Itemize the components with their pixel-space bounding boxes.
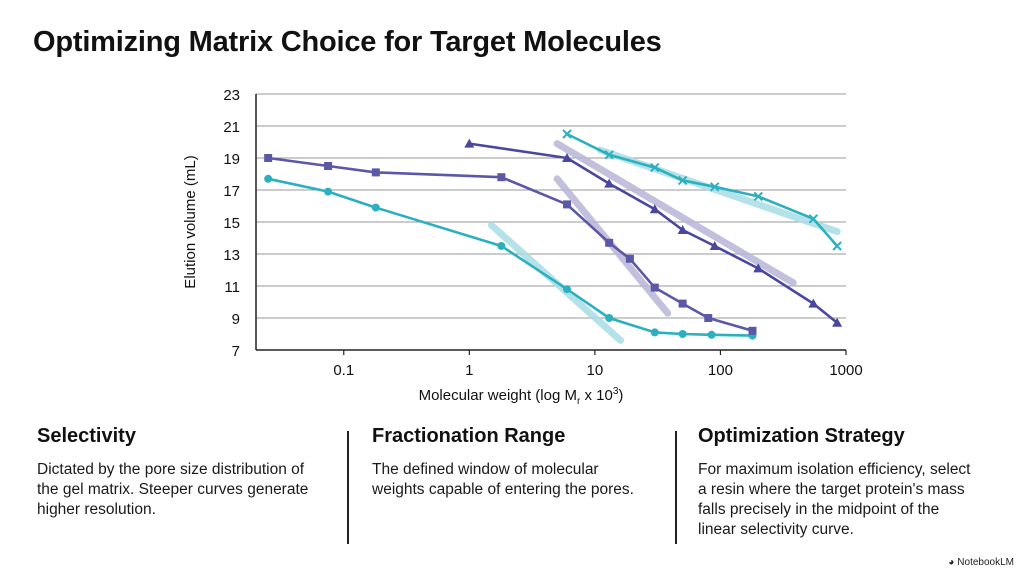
fractionation-text: The defined window of molecular weights … — [372, 461, 634, 498]
data-point — [808, 298, 819, 308]
y-tick-label: 23 — [223, 87, 240, 104]
data-point — [707, 330, 716, 339]
data-point — [562, 153, 573, 162]
data-point — [832, 317, 843, 327]
data-point — [832, 241, 842, 251]
data-point — [324, 162, 333, 170]
y-tick-label: 19 — [223, 151, 240, 168]
notebooklm-logo-icon: ◕ — [948, 557, 955, 568]
selectivity-band — [553, 140, 797, 287]
x-tick-label: 0.1 — [333, 362, 354, 379]
column-divider — [347, 431, 349, 544]
optimization-heading: Optimization Strategy — [698, 425, 905, 447]
x-tick-label: 10 — [587, 362, 604, 379]
data-point — [605, 238, 614, 247]
data-point — [649, 204, 660, 214]
x-tick-label: 1 — [465, 362, 473, 379]
optimization-text: For maximum isolation efficiency, select… — [698, 461, 971, 538]
column-divider — [675, 431, 677, 544]
x-tick-label: 1000 — [829, 362, 862, 379]
x-axis-label: Molecular weight (log Mr x 103) — [419, 386, 624, 407]
data-point — [324, 187, 333, 196]
y-tick-label: 17 — [223, 183, 240, 200]
y-tick-label: 15 — [223, 215, 240, 232]
fractionation-heading: Fractionation Range — [372, 425, 566, 447]
series-line-circle — [267, 177, 753, 337]
data-point — [625, 254, 634, 263]
data-point — [709, 182, 720, 192]
axes: 7 9 11 13 15 17 19 21 23 0.1 1 10 100 1000 — [223, 87, 862, 379]
data-point — [563, 200, 572, 209]
y-tick-label: 21 — [223, 119, 240, 136]
data-point — [677, 225, 688, 234]
data-point — [677, 175, 688, 186]
data-point — [371, 168, 380, 177]
brand-watermark: ◕ NotebookLM — [948, 557, 1014, 568]
brand-label: NotebookLM — [957, 557, 1014, 568]
series-lines — [264, 129, 843, 340]
data-point — [464, 138, 475, 148]
data-point — [753, 191, 763, 202]
data-point — [562, 129, 572, 139]
y-tick-label: 7 — [232, 343, 240, 360]
y-tick-label: 9 — [232, 311, 240, 328]
data-point — [604, 178, 615, 188]
data-point — [678, 299, 687, 308]
data-point — [264, 154, 273, 162]
y-tick-label: 13 — [223, 247, 240, 264]
grid-lines — [256, 93, 846, 319]
data-point — [650, 328, 659, 337]
data-point — [748, 326, 757, 335]
series-line-cross — [566, 132, 839, 247]
data-point — [650, 283, 659, 292]
data-point — [678, 330, 687, 338]
y-tick-label: 11 — [224, 279, 240, 296]
data-point — [704, 314, 713, 322]
fractionation-column: Fractionation Range The defined window o… — [372, 425, 637, 543]
selectivity-heading: Selectivity — [37, 425, 136, 447]
info-columns: Selectivity Dictated by the pore size di… — [0, 425, 1024, 550]
data-point — [264, 174, 273, 183]
x-tick-label: 100 — [708, 362, 733, 379]
data-point — [808, 214, 819, 224]
data-point — [563, 285, 572, 294]
elution-chart: 7 9 11 13 15 17 19 21 23 0.1 1 10 100 1000 Elution vo… — [182, 87, 863, 407]
data-point — [709, 241, 720, 250]
data-point — [497, 173, 506, 182]
data-point — [650, 162, 660, 173]
data-point — [604, 150, 614, 160]
optimization-column: Optimization Strategy For maximum isolat… — [698, 425, 976, 543]
data-point — [371, 203, 380, 212]
selectivity-column: Selectivity Dictated by the pore size di… — [37, 425, 327, 543]
data-point — [605, 314, 614, 322]
y-axis-label: Elution volume (mL) — [182, 155, 199, 288]
selectivity-text: Dictated by the pore size distribution o… — [37, 461, 309, 518]
data-point — [497, 242, 506, 250]
data-point — [753, 263, 764, 273]
page-title: Optimizing Matrix Choice for Target Mole… — [33, 26, 662, 58]
